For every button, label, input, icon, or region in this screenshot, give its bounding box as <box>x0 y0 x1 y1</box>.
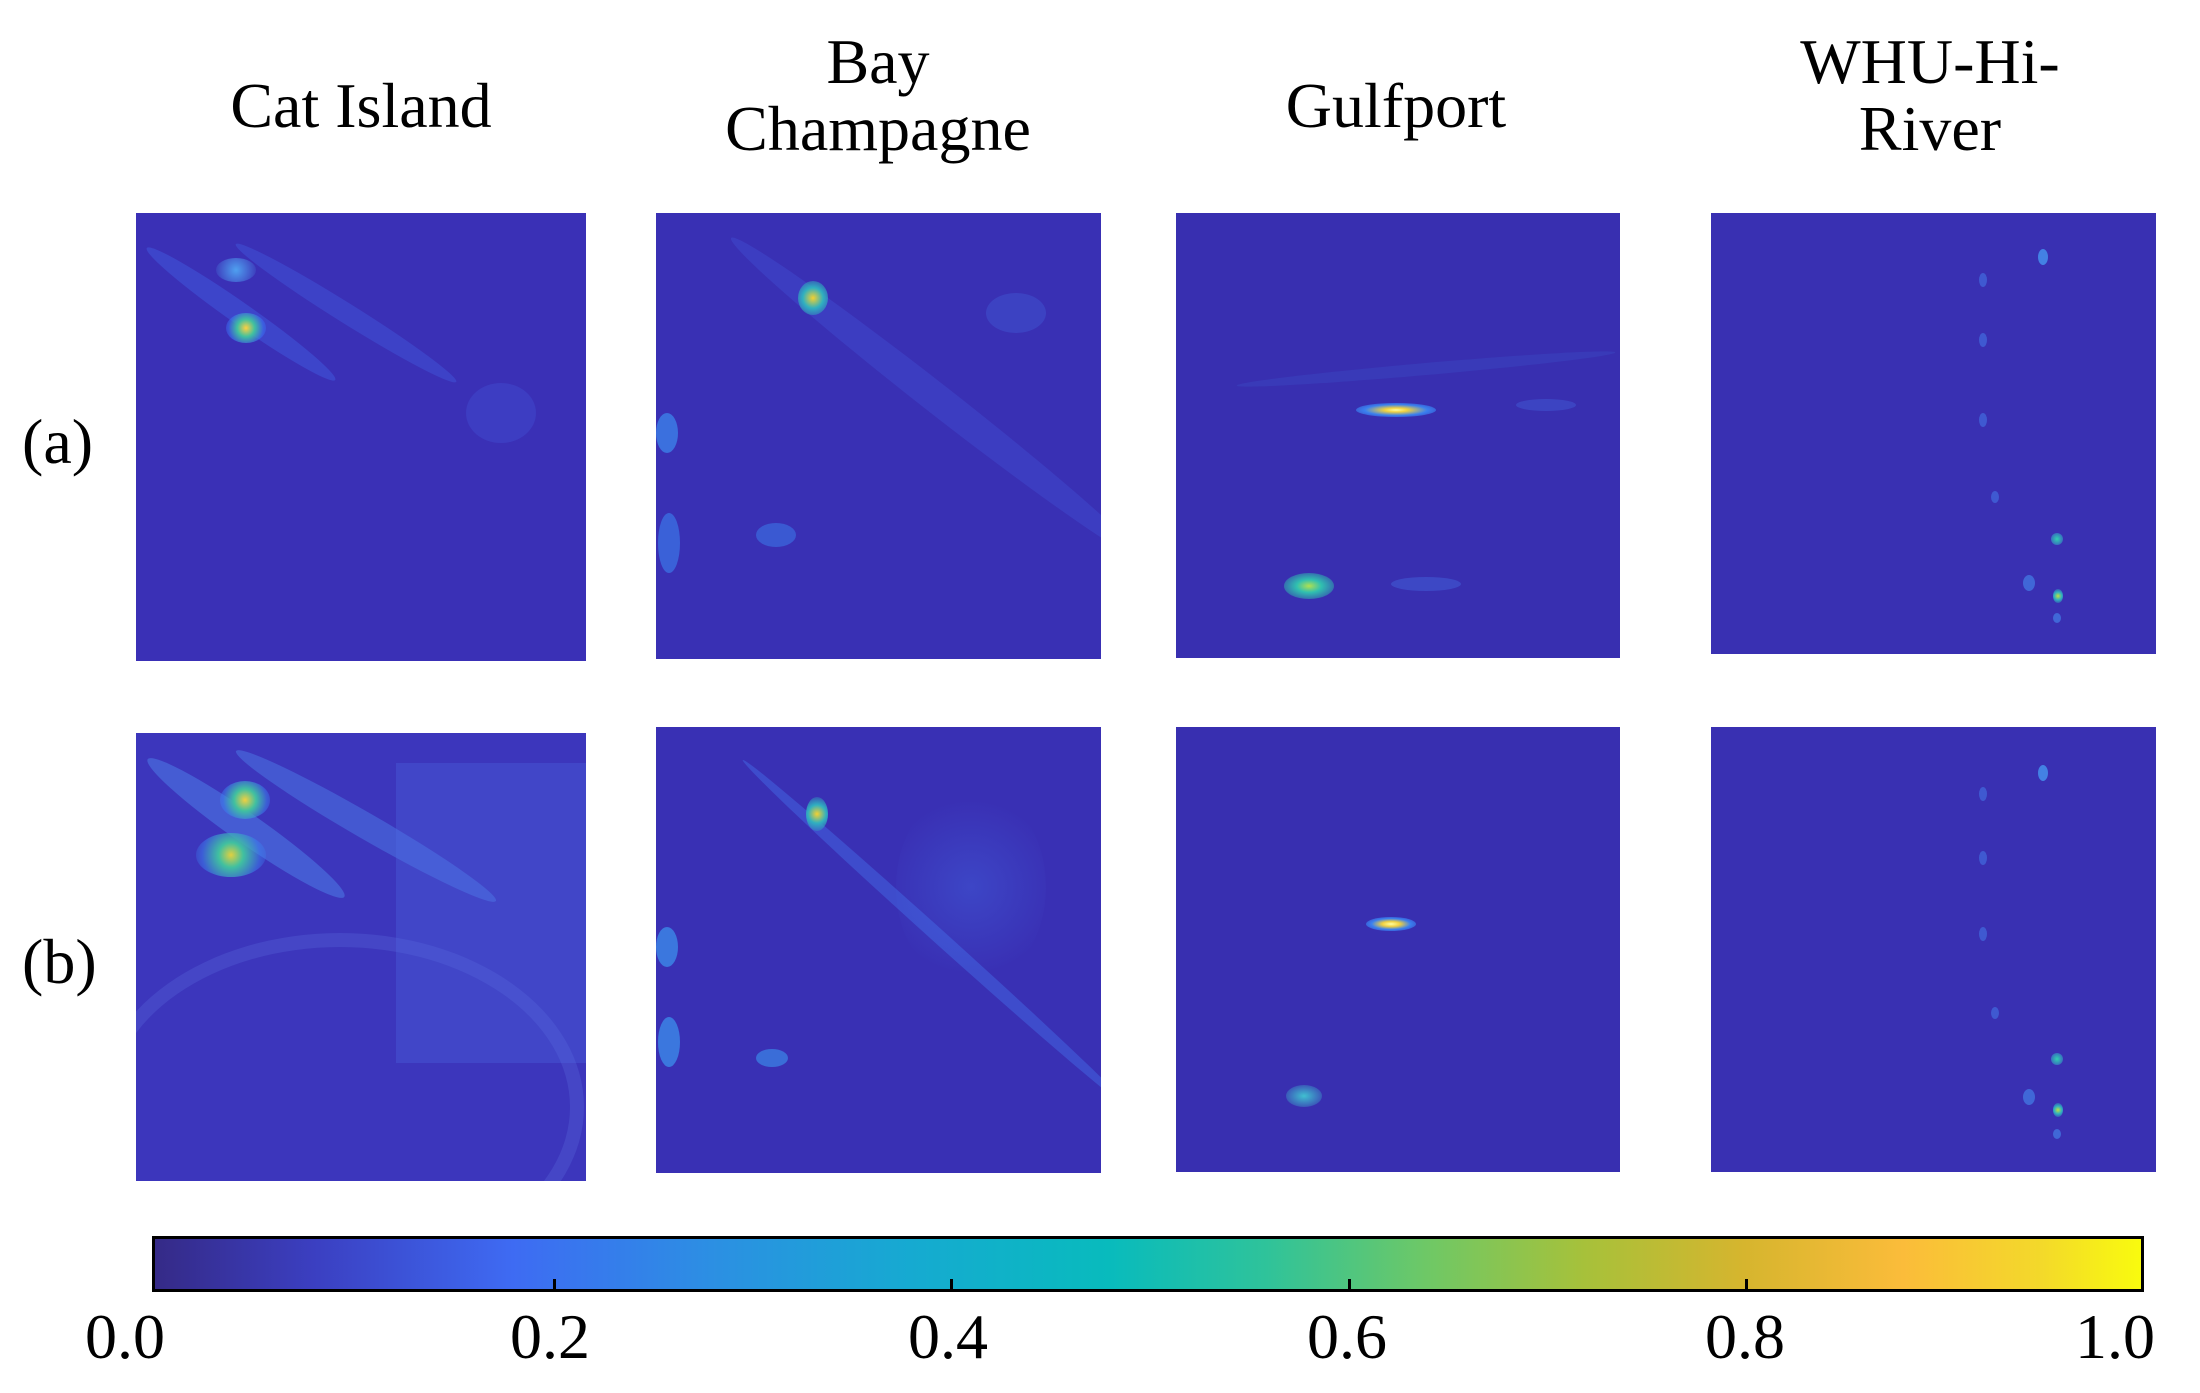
hotspot <box>2038 249 2048 265</box>
hotspot <box>1516 399 1576 411</box>
colorbar-tick-label-0: 0.0 <box>85 1301 165 1372</box>
hotspot <box>1979 273 1987 287</box>
colorbar-tick-label-1: 0.2 <box>510 1301 590 1372</box>
hotspot <box>2023 575 2035 591</box>
hotspot <box>2023 1089 2035 1105</box>
panel-b-whu-hi-river <box>1711 727 2156 1172</box>
hotspot <box>986 293 1046 333</box>
hotspot <box>656 413 678 453</box>
hotspot <box>1991 1007 1999 1019</box>
hotspot <box>1979 413 1987 427</box>
hotspot <box>396 763 586 1063</box>
colorbar-tick <box>950 1279 953 1289</box>
hotspot <box>2053 1129 2061 1139</box>
column-title-cat-island: Cat Island <box>230 70 492 141</box>
panel-a-gulfport <box>1176 213 1620 658</box>
hotspot <box>2053 589 2063 603</box>
hotspot <box>1979 333 1987 347</box>
hotspot <box>2053 613 2061 623</box>
column-title-bay-champagne: Bay Champagne <box>653 28 1103 162</box>
hotspot <box>466 383 536 443</box>
column-title-gulfport: Gulfport <box>1285 70 1507 141</box>
row-label-b: (b) <box>22 926 97 997</box>
panel-a-cat-island <box>136 213 586 661</box>
hotspot <box>1286 1085 1322 1107</box>
hotspot <box>226 313 266 343</box>
hotspot <box>658 1017 680 1067</box>
hotspot <box>196 833 266 877</box>
hotspot <box>1391 577 1461 591</box>
hotspot <box>756 1049 788 1067</box>
colorbar-tick-label-4: 0.8 <box>1705 1301 1785 1372</box>
hotspot <box>1366 917 1416 931</box>
hotspot <box>220 781 270 819</box>
hotspot <box>1979 927 1987 941</box>
hotspot <box>1284 573 1334 599</box>
hotspot <box>1991 491 1999 503</box>
hotspot <box>1979 851 1987 865</box>
panel-a-bay-champagne <box>656 213 1101 659</box>
panel-a-whu-hi-river <box>1711 213 2156 654</box>
hotspot <box>1979 787 1987 801</box>
colorbar-tick-label-2: 0.4 <box>908 1301 988 1372</box>
streak <box>139 746 353 910</box>
hotspot <box>806 797 828 831</box>
streak <box>721 226 1101 570</box>
column-title-whu-hi-river: WHU-Hi- River <box>1705 28 2155 162</box>
hotspot <box>798 281 828 315</box>
row-label-a: (a) <box>22 406 94 477</box>
hotspot <box>896 787 1046 987</box>
panel-b-cat-island <box>136 733 586 1181</box>
streak <box>1236 346 1616 392</box>
colorbar-tick-label-5: 1.0 <box>2075 1301 2155 1372</box>
hotspot <box>2053 1103 2063 1117</box>
hotspot <box>2051 1053 2063 1065</box>
hotspot <box>2038 765 2048 781</box>
panel-b-gulfport <box>1176 727 1620 1172</box>
panel-b-bay-champagne <box>656 727 1101 1173</box>
colorbar-tick <box>553 1279 556 1289</box>
streak <box>230 235 462 391</box>
hotspot <box>2051 533 2063 545</box>
hotspot <box>658 513 680 573</box>
colorbar-tick <box>1745 1279 1748 1289</box>
column-title-whu-hi-river-text: WHU-Hi- River <box>1800 26 2060 165</box>
colorbar-tick-label-3: 0.6 <box>1307 1301 1387 1372</box>
hotspot <box>216 258 256 282</box>
hotspot <box>756 523 796 547</box>
colorbar <box>152 1236 2144 1292</box>
column-title-bay-champagne-text: Bay Champagne <box>725 26 1031 165</box>
hotspot <box>656 927 678 967</box>
hotspot <box>1356 403 1436 417</box>
colorbar-tick <box>1348 1279 1351 1289</box>
